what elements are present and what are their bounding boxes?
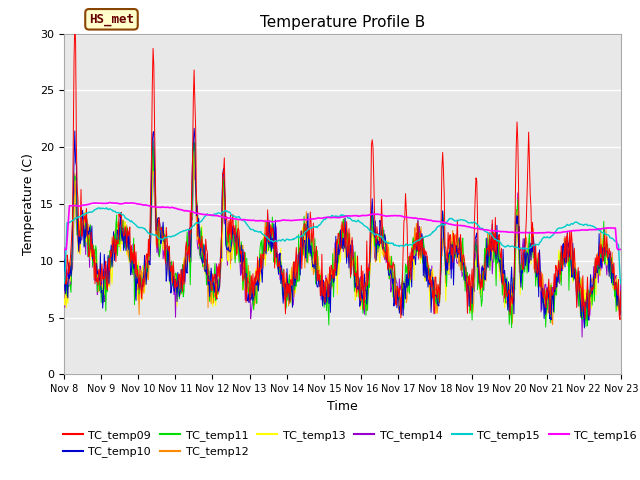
TC_temp16 — [128, 200, 136, 206]
Text: HS_met: HS_met — [89, 13, 134, 26]
Line: TC_temp11: TC_temp11 — [64, 141, 621, 328]
TC_temp15 — [128, 219, 136, 225]
Line: TC_temp14: TC_temp14 — [64, 165, 621, 337]
TC_temp14 — [617, 281, 625, 287]
X-axis label: Time: Time — [327, 400, 358, 413]
TC_temp14 — [70, 207, 78, 213]
TC_temp14 — [184, 250, 192, 255]
TC_temp10 — [617, 290, 625, 296]
TC_temp16 — [617, 247, 625, 252]
TC_temp13 — [127, 262, 135, 268]
TC_temp15 — [103, 205, 111, 211]
TC_temp16 — [214, 213, 222, 219]
TC_temp15 — [214, 210, 222, 216]
TC_temp13 — [184, 259, 192, 265]
TC_temp14 — [60, 245, 68, 251]
TC_temp15 — [70, 217, 78, 223]
TC_temp13 — [411, 229, 419, 235]
TC_temp09 — [428, 284, 435, 290]
TC_temp09 — [411, 246, 419, 252]
TC_temp15 — [185, 227, 193, 232]
TC_temp15 — [428, 231, 435, 237]
TC_temp10 — [127, 268, 135, 274]
Line: TC_temp13: TC_temp13 — [64, 147, 621, 316]
TC_temp10 — [214, 288, 222, 294]
TC_temp16 — [60, 247, 68, 252]
TC_temp13 — [70, 217, 78, 223]
TC_temp11 — [214, 285, 222, 291]
Title: Temperature Profile B: Temperature Profile B — [260, 15, 425, 30]
TC_temp09 — [70, 55, 78, 60]
TC_temp11 — [60, 279, 68, 285]
TC_temp10 — [184, 252, 192, 258]
TC_temp10 — [190, 125, 198, 131]
TC_temp13 — [214, 287, 222, 293]
TC_temp12 — [185, 254, 193, 260]
TC_temp12 — [617, 307, 625, 313]
TC_temp13 — [60, 296, 68, 302]
TC_temp15 — [617, 281, 625, 287]
Legend: TC_temp09, TC_temp10, TC_temp11, TC_temp12, TC_temp13, TC_temp14, TC_temp15, TC_: TC_temp09, TC_temp10, TC_temp11, TC_temp… — [58, 426, 640, 462]
TC_temp10 — [411, 254, 419, 260]
TC_temp11 — [70, 178, 78, 183]
TC_temp11 — [617, 311, 625, 317]
Line: TC_temp09: TC_temp09 — [64, 22, 621, 320]
TC_temp12 — [127, 248, 135, 254]
Line: TC_temp15: TC_temp15 — [64, 208, 621, 284]
TC_temp11 — [185, 242, 193, 248]
TC_temp11 — [127, 260, 135, 266]
TC_temp12 — [428, 275, 435, 280]
TC_temp12 — [549, 322, 557, 327]
Y-axis label: Temperature (C): Temperature (C) — [22, 153, 35, 255]
Line: TC_temp10: TC_temp10 — [64, 128, 621, 328]
TC_temp14 — [191, 162, 198, 168]
TC_temp14 — [127, 250, 135, 256]
TC_temp10 — [60, 288, 68, 294]
TC_temp12 — [60, 276, 68, 282]
TC_temp16 — [411, 215, 419, 221]
TC_temp09 — [616, 317, 624, 323]
TC_temp09 — [71, 19, 79, 25]
TC_temp12 — [214, 291, 222, 297]
TC_temp11 — [149, 138, 157, 144]
TC_temp11 — [411, 240, 419, 246]
TC_temp10 — [70, 156, 78, 161]
TC_temp13 — [543, 313, 550, 319]
TC_temp09 — [617, 288, 625, 294]
TC_temp11 — [428, 293, 435, 299]
TC_temp14 — [428, 285, 435, 291]
TC_temp14 — [411, 225, 419, 231]
TC_temp10 — [428, 310, 435, 315]
TC_temp09 — [185, 243, 193, 249]
TC_temp15 — [411, 240, 419, 245]
TC_temp15 — [60, 281, 68, 287]
TC_temp12 — [70, 190, 78, 196]
TC_temp14 — [578, 334, 586, 340]
TC_temp16 — [106, 200, 113, 205]
TC_temp16 — [428, 217, 435, 223]
TC_temp14 — [214, 281, 222, 287]
TC_temp16 — [70, 203, 78, 208]
Line: TC_temp16: TC_temp16 — [64, 203, 621, 250]
TC_temp12 — [150, 144, 157, 150]
TC_temp11 — [508, 325, 515, 331]
TC_temp10 — [580, 325, 588, 331]
TC_temp16 — [185, 208, 193, 214]
TC_temp09 — [128, 258, 136, 264]
TC_temp09 — [60, 276, 68, 282]
TC_temp09 — [214, 274, 222, 279]
TC_temp12 — [411, 225, 419, 230]
TC_temp13 — [190, 144, 198, 150]
Line: TC_temp12: TC_temp12 — [64, 147, 621, 324]
TC_temp13 — [428, 269, 435, 275]
TC_temp13 — [617, 290, 625, 296]
